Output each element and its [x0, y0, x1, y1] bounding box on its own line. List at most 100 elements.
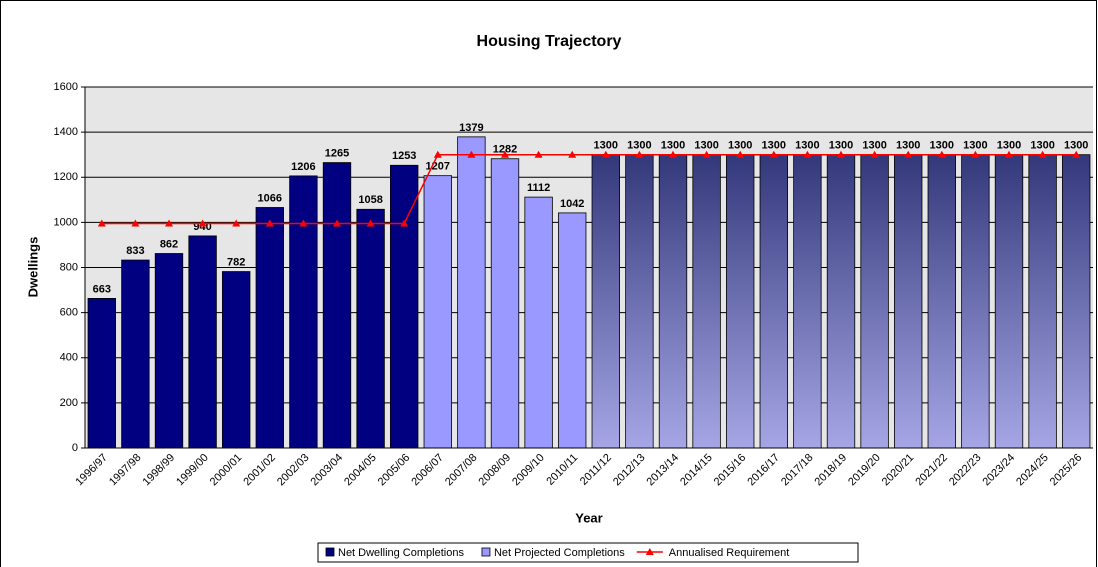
data-label: 862	[160, 238, 178, 250]
bar	[255, 207, 284, 449]
y-tick-label: 1400	[54, 126, 78, 138]
line-marker	[366, 219, 375, 227]
data-label: 1300	[694, 140, 718, 152]
bar	[826, 154, 856, 449]
line-marker	[568, 150, 577, 158]
data-label: 1207	[426, 161, 450, 173]
line-marker	[534, 150, 543, 158]
line-marker	[1072, 150, 1081, 158]
line-marker	[1005, 150, 1013, 158]
bar	[390, 164, 419, 449]
line-marker	[198, 219, 207, 227]
bar	[793, 154, 822, 449]
bar	[994, 154, 1024, 449]
data-label: 1300	[795, 140, 819, 152]
bar	[1062, 154, 1091, 449]
data-label: 1206	[291, 161, 315, 173]
bar	[591, 154, 620, 449]
line-marker	[400, 219, 409, 227]
data-label: 782	[227, 256, 245, 268]
y-tick-label: 800	[60, 261, 78, 273]
bar	[154, 253, 184, 449]
bar	[289, 175, 318, 449]
line-marker	[769, 150, 778, 158]
y-tick-label: 1000	[54, 216, 78, 228]
bar	[927, 154, 956, 449]
data-label: 1058	[358, 194, 382, 206]
data-label: 1300	[594, 140, 618, 152]
line-marker	[870, 150, 879, 158]
data-label: 1300	[1064, 140, 1088, 152]
chart-title: Housing Trajectory	[477, 33, 622, 50]
line	[101, 153, 1077, 225]
y-tick-label: 1200	[54, 171, 78, 183]
y-tick-label: 200	[60, 397, 78, 409]
data-label: 1300	[862, 140, 886, 152]
data-label: 1300	[762, 140, 786, 152]
data-label: 1112	[527, 182, 550, 194]
data-label: 663	[93, 283, 111, 295]
line-marker	[467, 150, 476, 158]
data-label: 1300	[997, 140, 1021, 152]
bar	[860, 154, 889, 449]
line-marker	[669, 150, 677, 158]
line-marker	[803, 150, 812, 158]
bar	[121, 259, 150, 449]
bar	[423, 175, 452, 449]
line-marker	[635, 150, 644, 158]
bar	[87, 298, 116, 449]
line-marker	[501, 150, 509, 158]
line-marker	[232, 219, 241, 227]
bar	[658, 154, 688, 449]
bar	[524, 196, 553, 449]
data-label: 1300	[930, 140, 954, 152]
data-label: 1300	[829, 140, 853, 152]
line-marker	[736, 150, 745, 158]
line-marker	[165, 219, 173, 227]
legend-label: Net Dwelling Completions	[338, 547, 464, 559]
line-marker	[702, 150, 711, 158]
line-marker	[904, 150, 913, 158]
bar	[457, 136, 486, 449]
data-label: 1042	[560, 198, 584, 210]
data-label: 1253	[392, 150, 416, 162]
legend-marker	[645, 548, 654, 555]
line-marker	[971, 150, 980, 158]
bar	[558, 212, 587, 449]
bar	[625, 154, 654, 449]
line-marker	[299, 219, 308, 227]
bar	[961, 154, 990, 449]
data-label: 1300	[661, 140, 685, 152]
line-marker	[333, 219, 341, 227]
y-tick-label: 400	[60, 352, 78, 364]
legend-swatch	[325, 547, 335, 557]
y-axis-title: Dwellings	[25, 237, 40, 298]
bar	[222, 271, 251, 449]
data-label: 1265	[325, 147, 349, 159]
line-marker	[937, 150, 946, 158]
bar	[322, 162, 352, 449]
line-marker	[97, 219, 106, 227]
y-tick-label: 0	[72, 442, 78, 454]
data-label: 833	[126, 245, 144, 257]
y-tick-label: 1600	[54, 81, 78, 93]
line-marker	[131, 219, 140, 227]
x-axis-title: Year	[575, 510, 602, 525]
bar	[1028, 154, 1057, 449]
legend-swatch	[481, 547, 491, 557]
bar	[490, 158, 520, 449]
bar	[356, 208, 385, 449]
data-label: 1379	[459, 122, 483, 134]
data-label: 1300	[728, 140, 752, 152]
bar	[692, 154, 721, 449]
legend	[317, 542, 859, 563]
y-tick-label: 600	[60, 307, 78, 319]
data-label: 1300	[963, 140, 987, 152]
bar	[759, 154, 788, 449]
legend-label: Net Projected Completions	[494, 547, 625, 559]
data-label: 1282	[493, 144, 517, 156]
line-marker	[837, 150, 845, 158]
line-marker	[1038, 150, 1047, 158]
data-label: 1300	[627, 140, 651, 152]
